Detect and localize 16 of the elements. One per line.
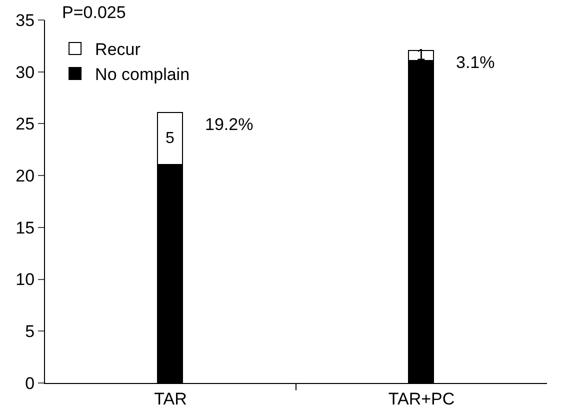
- y-tick-label: 10: [16, 270, 35, 290]
- y-tick-label: 35: [16, 10, 35, 30]
- y-tick-label: 30: [16, 62, 35, 82]
- annotation: 19.2%: [205, 115, 254, 134]
- y-tick-label: 25: [16, 114, 35, 134]
- legend-label: Recur: [95, 40, 141, 60]
- y-tick-label: 5: [25, 322, 35, 342]
- y-tick-label: 20: [16, 166, 35, 186]
- x-tick-label: TAR: [154, 389, 187, 408]
- annotation: 3.1%: [456, 53, 495, 72]
- legend-label: No complain: [95, 65, 190, 84]
- data-label: 5: [166, 130, 174, 147]
- y-tick-label: 0: [25, 374, 35, 393]
- x-tick-label: TAR+PC: [388, 389, 455, 408]
- y-tick-label: 15: [16, 218, 35, 238]
- annotation: P=0.025: [62, 3, 126, 22]
